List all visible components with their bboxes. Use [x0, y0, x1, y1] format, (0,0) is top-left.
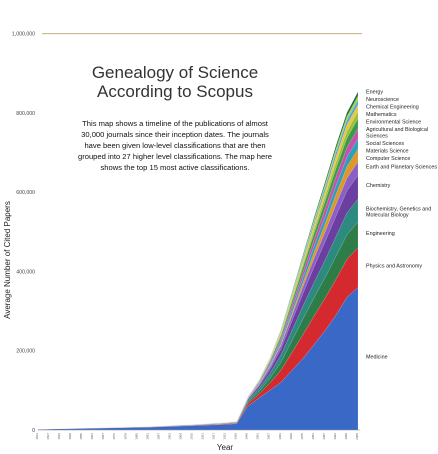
chart-title-line-2: According to Scopus [97, 82, 253, 101]
legend-label-materials-science: Materials Science [366, 148, 409, 154]
x-tick-label: 1963 [278, 433, 282, 440]
x-tick-label: 1885 [134, 433, 138, 440]
x-tick-label: 1927 [212, 433, 216, 440]
area-energy [37, 91, 359, 430]
x-tick-label: 1861 [90, 433, 94, 440]
legend-label-agricultural-and-biological-sciences: Agricultural and Biological [366, 127, 428, 133]
legend-label-medicine: Medicine [366, 355, 388, 361]
x-tick-label: 1957 [267, 433, 271, 440]
x-axis-label: Year [217, 443, 234, 452]
legend-label-computer-science: Computer Science [366, 156, 410, 162]
chart-title-line-1: Genealogy of Science [92, 63, 258, 82]
y-axis-ticks: 0 200,000 400,000 600,000 800,000 1,000,000 [12, 32, 35, 434]
x-tick-label: 1915 [189, 433, 193, 440]
y-tick-label: 800,000 [16, 111, 35, 117]
x-tick-label: 1837 [46, 433, 50, 440]
x-tick-label: 1939 [234, 433, 238, 440]
x-tick-label: 1873 [112, 433, 116, 440]
x-tick-label: 1945 [245, 433, 249, 440]
y-axis-label: Average Number of Cited Papers [3, 201, 12, 319]
legend-label-chemical-engineering: Chemical Engineering [366, 105, 419, 111]
x-tick-label: 1969 [289, 433, 293, 440]
legend-label-physics-and-astronomy: Physics and Astronomy [366, 264, 422, 270]
description-line-4: grouped into 27 higher level classificat… [78, 152, 272, 161]
y-tick-label: 600,000 [16, 190, 35, 196]
legend-label-neuroscience: Neuroscience [366, 97, 399, 103]
legend-label-earth-and-planetary-sciences: Earth and Planetary Sciences [366, 164, 437, 170]
x-tick-label: 1903 [167, 433, 171, 440]
description-line-5: shows the top 15 most active classificat… [101, 163, 250, 172]
legend-label-biochemistry-genetics-and-molecular-biology: Biochemistry, Genetics and [366, 206, 431, 212]
x-tick-label: 1831 [35, 433, 39, 440]
x-tick-label: 1999 [344, 433, 348, 440]
x-tick-label: 1855 [79, 433, 83, 440]
x-tick-label: 2005 [355, 433, 359, 440]
legend-label-environmental-science: Environmental Science [366, 120, 421, 126]
legend-label-mathematics: Mathematics [366, 112, 397, 118]
x-tick-label: 1843 [57, 433, 61, 440]
description-line-2: 30,000 journals since their inception da… [81, 130, 269, 139]
legend-label-chemistry: Chemistry [366, 183, 391, 189]
area-computer-science [37, 148, 359, 430]
x-axis-ticks: 1831 1837 1843 1849 1855 1861 1867 1873 1879 1885… [35, 433, 359, 440]
area-chemical-engineering [37, 99, 359, 430]
x-tick-label: 1879 [123, 433, 127, 440]
x-tick-label: 1891 [145, 433, 149, 440]
x-tick-label: 1993 [333, 433, 337, 440]
y-tick-label: 1,000,000 [12, 32, 35, 38]
x-tick-label: 1933 [223, 433, 227, 440]
description-line-3: have been given low-level classification… [84, 141, 265, 150]
legend-label-social-sciences: Social Sciences [366, 141, 404, 147]
x-tick-label: 1849 [68, 433, 72, 440]
x-tick-label: 1897 [156, 433, 160, 440]
x-tick-label: 1909 [178, 433, 182, 440]
x-tick-label: 1981 [311, 433, 315, 440]
x-tick-label: 1867 [101, 433, 105, 440]
stacked-areas [37, 91, 359, 431]
legend-label-energy: Energy [366, 90, 383, 96]
legend-label-agricultural-and-biological-sciences: Sciences [366, 133, 388, 139]
x-tick-label: 1951 [256, 433, 260, 440]
legend-label-engineering: Engineering [366, 231, 395, 237]
description-line-1: This map shows a timeline of the publica… [82, 119, 269, 128]
x-tick-label: 1987 [322, 433, 326, 440]
y-tick-label: 0 [32, 428, 35, 434]
y-tick-label: 400,000 [16, 269, 35, 275]
y-tick-label: 200,000 [16, 349, 35, 355]
legend-label-biochemistry-genetics-and-molecular-biology: Molecular Biology [366, 213, 409, 219]
x-tick-label: 1975 [300, 433, 304, 440]
x-tick-label: 1921 [201, 433, 205, 440]
area-neuroscience [37, 95, 359, 430]
